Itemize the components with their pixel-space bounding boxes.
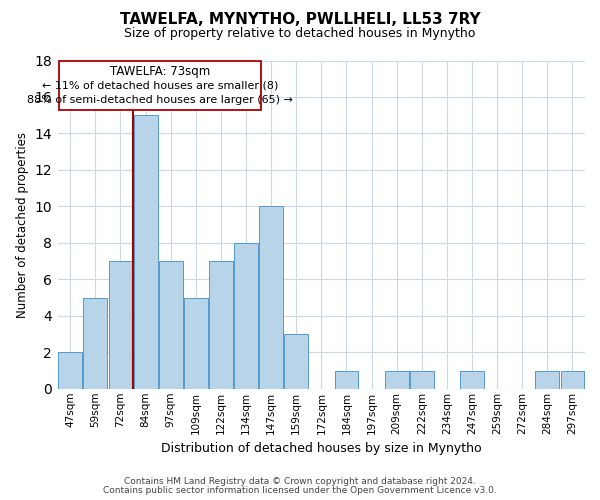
Bar (284, 334, 308, 389)
Bar (460, 370, 484, 389)
Bar (159, 261, 182, 389)
Bar (184, 298, 208, 389)
Text: ← 11% of detached houses are smaller (8): ← 11% of detached houses are smaller (8) (42, 80, 278, 90)
Bar (83, 298, 107, 389)
Text: TAWELFA, MYNYTHO, PWLLHELI, LL53 7RY: TAWELFA, MYNYTHO, PWLLHELI, LL53 7RY (119, 12, 481, 28)
Text: TAWELFA: 73sqm: TAWELFA: 73sqm (110, 65, 210, 78)
FancyBboxPatch shape (59, 60, 261, 110)
Bar (259, 206, 283, 389)
Bar (58, 352, 82, 389)
Bar (234, 243, 258, 389)
Bar (109, 261, 133, 389)
Bar (385, 370, 409, 389)
Bar (410, 370, 434, 389)
Text: Contains public sector information licensed under the Open Government Licence v3: Contains public sector information licen… (103, 486, 497, 495)
X-axis label: Distribution of detached houses by size in Mynytho: Distribution of detached houses by size … (161, 442, 482, 455)
Bar (209, 261, 233, 389)
Text: 88% of semi-detached houses are larger (65) →: 88% of semi-detached houses are larger (… (27, 94, 293, 104)
Bar (335, 370, 358, 389)
Bar (535, 370, 559, 389)
Bar (134, 115, 158, 389)
Y-axis label: Number of detached properties: Number of detached properties (16, 132, 29, 318)
Text: Size of property relative to detached houses in Mynytho: Size of property relative to detached ho… (124, 28, 476, 40)
Bar (560, 370, 584, 389)
Text: Contains HM Land Registry data © Crown copyright and database right 2024.: Contains HM Land Registry data © Crown c… (124, 477, 476, 486)
